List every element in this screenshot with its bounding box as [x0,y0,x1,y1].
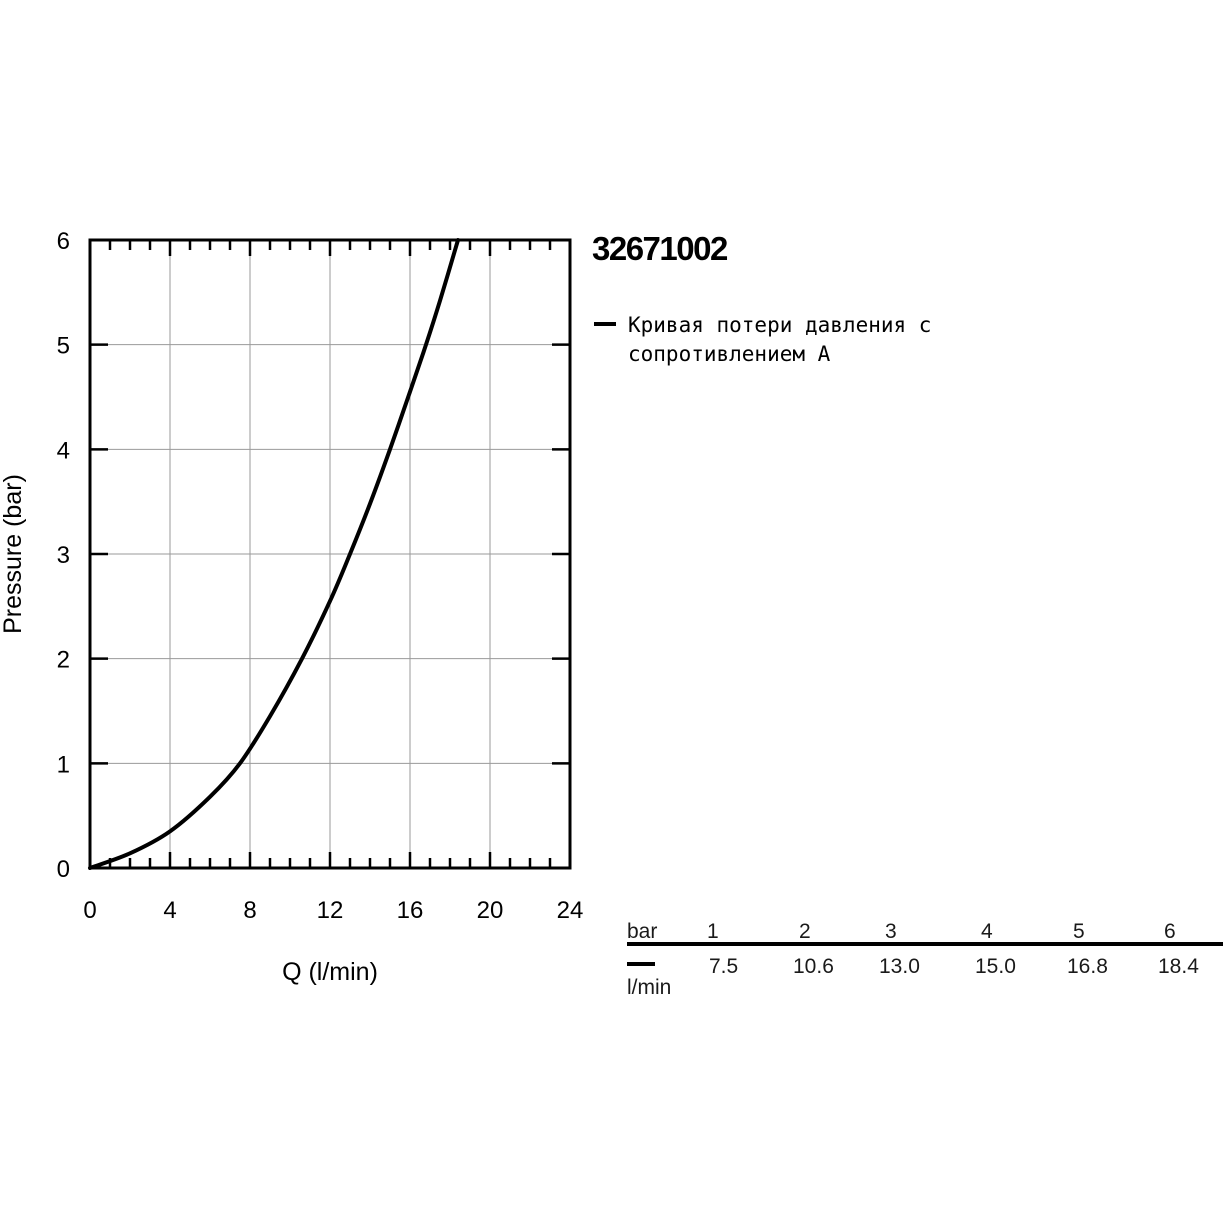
y-tick-label-6: 6 [57,228,70,255]
table-bar-value-5: 6 [1164,920,1176,943]
table-header-label: bar [627,920,658,943]
x-tick-label-6: 24 [557,897,584,924]
y-tick-label-1: 1 [57,751,70,778]
y-tick-labels: 0 1 2 3 4 5 6 [57,228,70,883]
y-tick-label-2: 2 [57,647,70,674]
table-row-swatch [627,962,655,966]
table-divider [627,942,1223,946]
flow-table: bar l/min 1 7.5 2 10.6 3 13.0 4 15.0 5 16.8 6 18.4 [627,915,1223,1005]
series-line-0 [88,238,460,870]
y-tick-label-4: 4 [57,437,70,464]
table-flow-value-3: 15.0 [975,955,1016,978]
x-tick-label-4: 16 [397,897,424,924]
legend-swatch [594,322,616,326]
table-flow-value-2: 13.0 [879,955,920,978]
y-tick-label-5: 5 [57,333,70,360]
y-axis-title: Pressure (bar) [0,474,27,634]
table-bar-value-0: 1 [707,920,719,943]
x-tick-label-5: 20 [477,897,504,924]
x-axis-title: Q (l/min) [282,958,378,986]
legend-label: Кривая потери давления с сопротивлением … [628,313,932,366]
table-flow-value-1: 10.6 [793,955,834,978]
table-bar-value-1: 2 [799,920,811,943]
series-group [88,238,460,870]
x-tick-label-1: 4 [163,897,176,924]
table-row-label: l/min [627,976,672,999]
table-bar-value-3: 4 [981,920,993,943]
x-tick-labels: 0 4 8 12 16 20 24 [83,897,583,924]
plot-frame [88,238,572,870]
minor-ticks [88,238,572,870]
table-flow-value-0: 7.5 [709,955,739,978]
product-code: 32671002 [592,230,728,267]
x-tick-label-2: 8 [243,897,256,924]
table-bar-value-2: 3 [885,920,897,943]
table-flow-value-5: 18.4 [1158,955,1199,978]
x-tick-label-0: 0 [83,897,96,924]
y-tick-label-3: 3 [57,542,70,569]
table-flow-value-4: 16.8 [1067,955,1108,978]
table-bar-value-4: 5 [1073,920,1085,943]
grid-lines [89,239,571,869]
x-tick-label-3: 12 [317,897,344,924]
y-tick-label-0: 0 [57,856,70,883]
